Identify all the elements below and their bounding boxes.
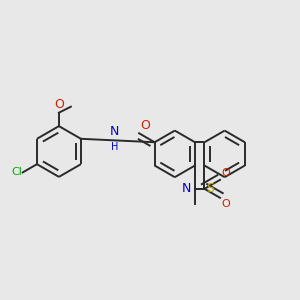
Text: O: O [54,98,64,111]
Text: H: H [111,142,118,152]
Text: O: O [141,119,151,132]
Text: O: O [221,168,230,178]
Text: Cl: Cl [11,167,22,177]
Text: O: O [221,199,230,209]
Text: N: N [182,182,191,195]
Text: S: S [206,182,214,195]
Text: N: N [110,125,119,138]
